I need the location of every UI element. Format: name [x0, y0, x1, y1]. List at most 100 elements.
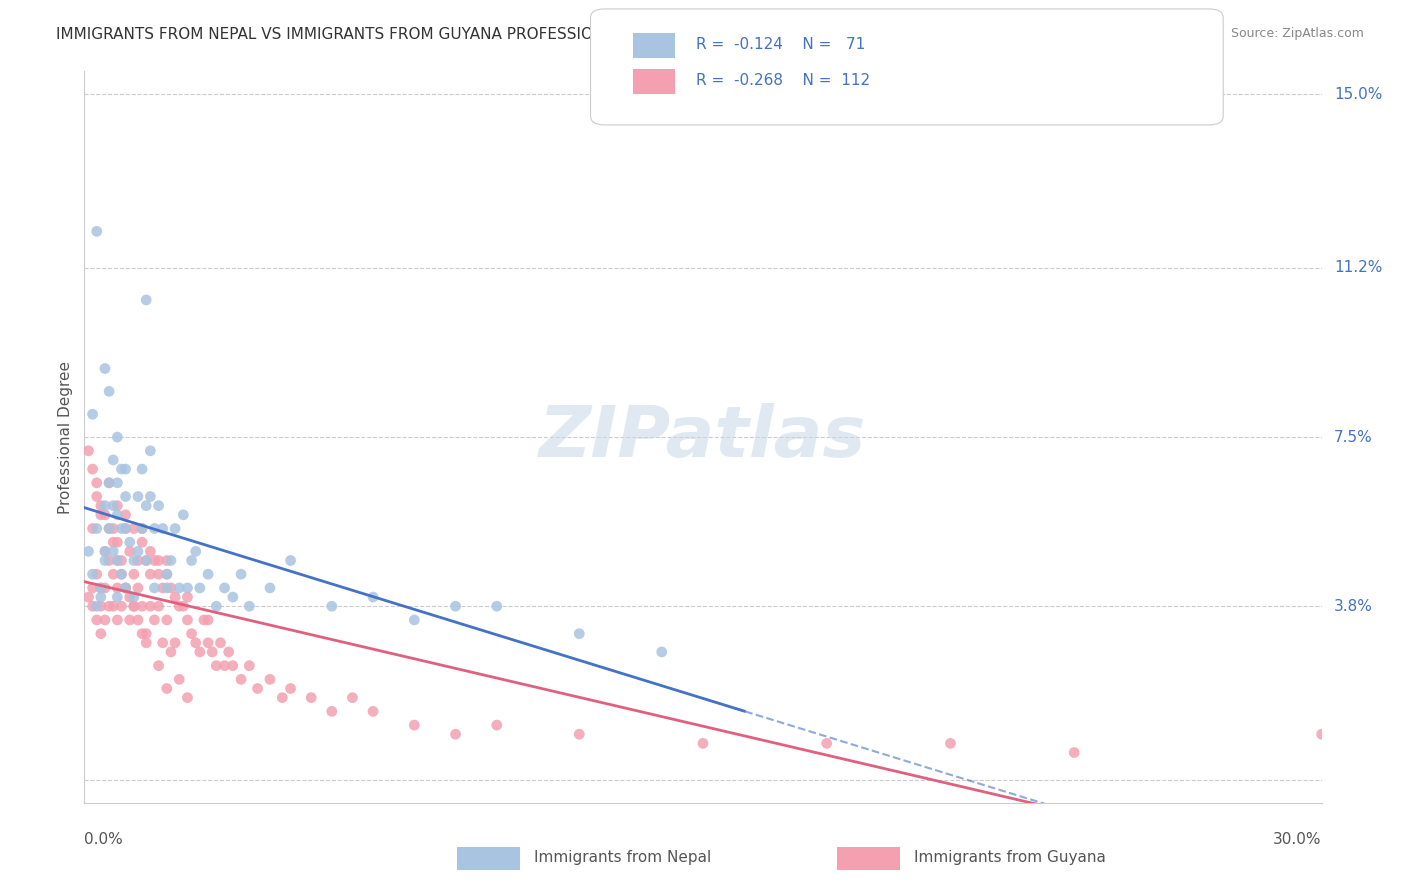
Text: Source: ZipAtlas.com: Source: ZipAtlas.com	[1230, 27, 1364, 40]
Point	[105, 499, 128, 513]
Point	[167, 581, 190, 595]
Point	[105, 581, 128, 595]
Point	[131, 599, 153, 614]
Point	[651, 645, 673, 659]
Point	[103, 521, 125, 535]
Point	[156, 581, 179, 595]
Point	[127, 544, 149, 558]
Point	[692, 736, 714, 750]
Point	[444, 599, 467, 614]
Point	[218, 645, 240, 659]
Point	[815, 736, 838, 750]
Point	[167, 599, 190, 614]
Point	[188, 581, 211, 595]
Point	[197, 567, 219, 582]
Point	[98, 475, 121, 490]
Point	[118, 544, 141, 558]
Point	[94, 508, 117, 522]
Point	[485, 718, 508, 732]
Point	[110, 567, 132, 582]
Point	[94, 581, 117, 595]
Point	[98, 475, 121, 490]
Point	[209, 636, 232, 650]
Point	[156, 553, 179, 567]
Point	[98, 384, 121, 399]
Point	[176, 690, 198, 705]
Point	[86, 475, 108, 490]
Point	[238, 658, 260, 673]
Point	[110, 521, 132, 535]
Point	[77, 443, 100, 458]
Point	[98, 553, 121, 567]
Point	[160, 581, 183, 595]
Point	[114, 581, 136, 595]
Point	[148, 567, 170, 582]
Point	[114, 490, 136, 504]
Point	[152, 636, 174, 650]
Point	[86, 613, 108, 627]
Point	[167, 673, 190, 687]
Point	[131, 626, 153, 640]
Point	[184, 636, 207, 650]
Point	[148, 499, 170, 513]
Point	[110, 553, 132, 567]
Text: R =  -0.124    N =   71: R = -0.124 N = 71	[696, 37, 865, 52]
Point	[176, 581, 198, 595]
Point	[444, 727, 467, 741]
Point	[127, 490, 149, 504]
Point	[152, 581, 174, 595]
Point	[90, 581, 112, 595]
Point	[271, 690, 294, 705]
Point	[135, 293, 157, 307]
Point	[361, 705, 384, 719]
Point	[176, 613, 198, 627]
Point	[82, 407, 104, 421]
Point	[143, 581, 166, 595]
Point	[94, 544, 117, 558]
Point	[404, 718, 426, 732]
Point	[122, 599, 145, 614]
Point	[103, 499, 125, 513]
Point	[148, 553, 170, 567]
Point	[122, 590, 145, 604]
Point	[82, 567, 104, 582]
Point	[193, 613, 215, 627]
Text: Immigrants from Guyana: Immigrants from Guyana	[914, 850, 1105, 865]
Point	[127, 553, 149, 567]
Text: ZIPatlas: ZIPatlas	[540, 402, 866, 472]
Point	[105, 553, 128, 567]
Point	[94, 553, 117, 567]
Point	[118, 590, 141, 604]
Point	[160, 645, 183, 659]
Point	[1063, 746, 1085, 760]
Point	[135, 499, 157, 513]
Text: 7.5%: 7.5%	[1334, 430, 1372, 444]
Y-axis label: Professional Degree: Professional Degree	[58, 360, 73, 514]
Point	[321, 705, 343, 719]
Point	[105, 553, 128, 567]
Point	[156, 567, 179, 582]
Point	[131, 521, 153, 535]
Point	[568, 727, 591, 741]
Point	[148, 599, 170, 614]
Point	[229, 673, 252, 687]
Point	[259, 581, 281, 595]
Point	[105, 535, 128, 549]
Point	[90, 626, 112, 640]
Text: IMMIGRANTS FROM NEPAL VS IMMIGRANTS FROM GUYANA PROFESSIONAL DEGREE CORRELATION : IMMIGRANTS FROM NEPAL VS IMMIGRANTS FROM…	[56, 27, 862, 42]
Point	[118, 613, 141, 627]
Point	[143, 553, 166, 567]
Point	[122, 553, 145, 567]
Point	[122, 599, 145, 614]
Text: 0.0%: 0.0%	[84, 832, 124, 847]
Point	[222, 658, 245, 673]
Point	[103, 453, 125, 467]
Point	[152, 521, 174, 535]
Point	[229, 567, 252, 582]
Point	[103, 544, 125, 558]
Point	[98, 521, 121, 535]
Point	[139, 599, 162, 614]
Point	[114, 462, 136, 476]
Point	[172, 508, 194, 522]
Point	[94, 613, 117, 627]
